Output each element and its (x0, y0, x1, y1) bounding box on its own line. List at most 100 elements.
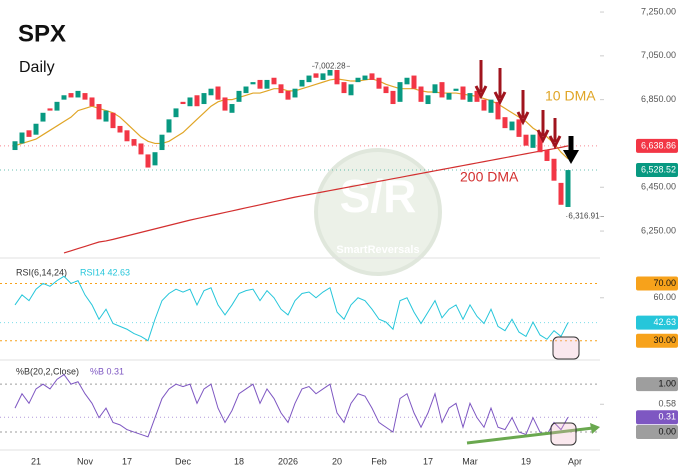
candle (306, 75, 312, 83)
candle (467, 93, 473, 102)
watermark-brand: SmartReversals (336, 244, 419, 256)
candle (278, 84, 284, 94)
candle (201, 93, 207, 105)
candle (152, 152, 158, 166)
candle (208, 88, 214, 96)
candle (194, 95, 200, 107)
candle (159, 134, 165, 151)
candle (348, 84, 354, 96)
candle (61, 95, 67, 100)
arrow (474, 60, 488, 100)
candle (341, 82, 347, 94)
candle (453, 88, 459, 91)
candle (145, 154, 151, 168)
price-tag (636, 163, 678, 178)
candle (19, 132, 25, 144)
y-tick-label: 6,850.00 (641, 94, 676, 104)
annotation-label: 7,002.28 (314, 61, 346, 70)
candle (376, 77, 382, 89)
x-tick-label: Feb (371, 456, 387, 466)
x-tick-label: 21 (31, 456, 41, 466)
signal-arrows (466, 60, 600, 446)
candle (362, 75, 368, 80)
indicator-line (14, 373, 569, 438)
y-tick-label: 70.00 (653, 278, 676, 288)
candle (264, 79, 270, 89)
candle (425, 95, 431, 105)
candle (257, 79, 263, 89)
candle (502, 117, 508, 129)
y-tick-label: 30.00 (653, 335, 676, 345)
candle (110, 112, 116, 129)
price-tag-label: 6,638.86 (641, 140, 676, 150)
candle (215, 86, 221, 100)
tick-box (636, 276, 678, 291)
x-tick-label: Apr (568, 456, 582, 466)
candle (180, 101, 186, 105)
tick-box (636, 333, 678, 348)
trend-arrow (466, 426, 594, 445)
candle (292, 88, 298, 98)
price-tag-label: 0.31 (658, 412, 676, 422)
candle (516, 119, 522, 137)
candle (68, 93, 74, 98)
candle (250, 82, 256, 85)
moving-average (63, 145, 569, 254)
candle (446, 93, 452, 100)
price-tag (636, 410, 678, 425)
candle (565, 170, 571, 207)
y-tick-label: 60.00 (653, 292, 676, 302)
candle (103, 110, 109, 122)
x-tick-label: Dec (175, 456, 192, 466)
arrow (548, 118, 562, 150)
candle (432, 84, 438, 94)
candle (411, 75, 417, 89)
candle (481, 99, 487, 111)
candle (40, 112, 46, 122)
candle (229, 104, 235, 113)
candle (47, 108, 53, 111)
candle (320, 73, 326, 80)
candle (75, 90, 81, 98)
highlight-box (550, 422, 577, 446)
y-tick-label: 6,250.00 (641, 225, 676, 235)
candle (495, 101, 501, 120)
x-tick-label: 2026 (278, 456, 298, 466)
x-tick-label: 20 (332, 456, 342, 466)
candle (404, 77, 410, 85)
y-tick-label: 6,450.00 (641, 182, 676, 192)
candle (222, 97, 228, 111)
price-tag (636, 315, 678, 330)
candle (327, 68, 333, 76)
watermark: S/R SmartReversals (314, 148, 442, 276)
candle (397, 82, 403, 102)
annotation-label: 6,316.91 (568, 212, 600, 221)
arrow (563, 150, 579, 164)
candle (12, 141, 18, 151)
pctb-title: %B(20,2,Close) (16, 366, 79, 376)
candle (551, 158, 557, 181)
candle (54, 101, 60, 111)
y-tick-label: 0.00 (658, 426, 676, 436)
candle (33, 123, 39, 135)
watermark-logo: S/R (340, 170, 417, 222)
candle (131, 139, 137, 146)
price-tag-label: 6,528.52 (641, 164, 676, 174)
candle (96, 104, 102, 120)
candle (334, 66, 340, 85)
rsi-legend: RSI14 42.63 (80, 267, 130, 277)
y-tick-label: 0.58 (658, 399, 676, 409)
tick-box (636, 377, 678, 392)
ma-label: 10 DMA (545, 88, 596, 104)
candle (117, 125, 123, 133)
candle (124, 130, 130, 142)
arrow (536, 110, 550, 144)
chart-subtitle: Daily (19, 59, 55, 76)
price-tag-label: 42.63 (653, 317, 676, 327)
candle (187, 97, 193, 107)
candle (313, 73, 319, 78)
candle (166, 119, 172, 133)
trend-arrow-head (590, 423, 600, 434)
